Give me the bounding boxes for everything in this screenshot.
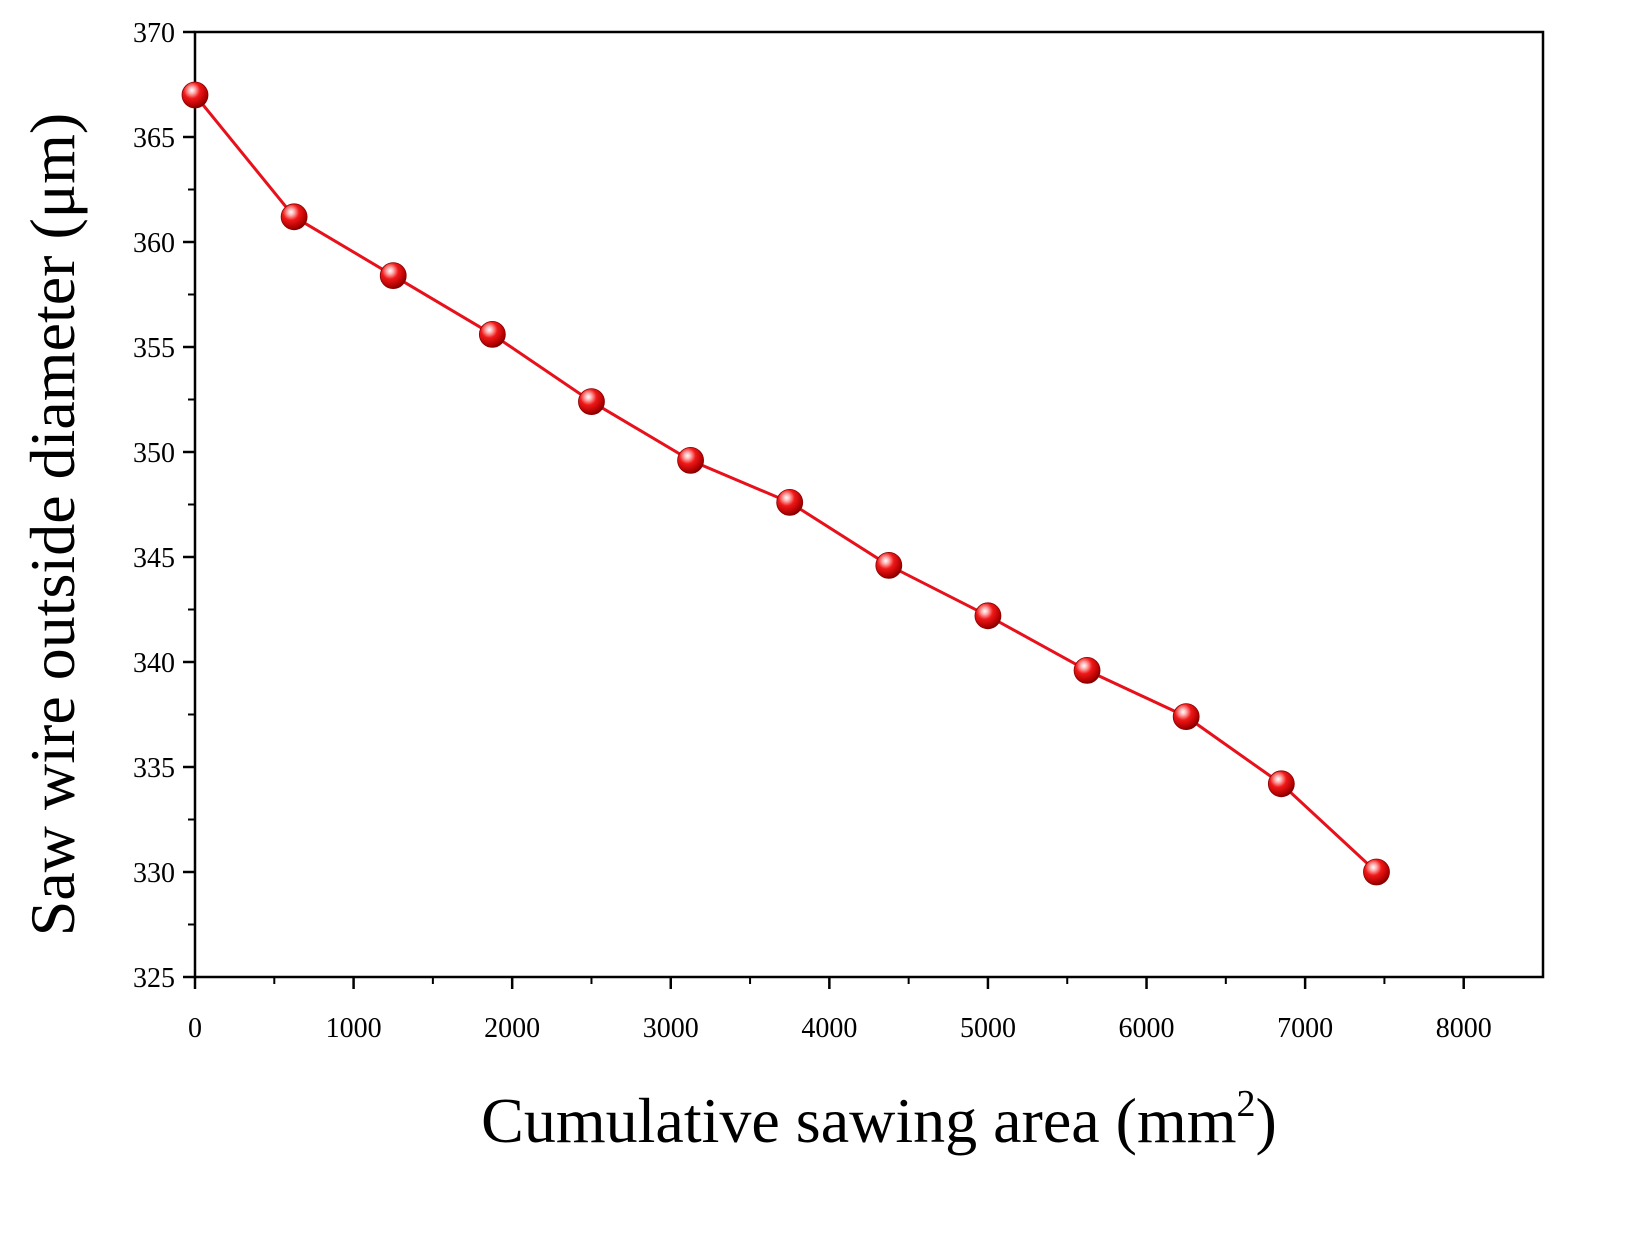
x-tick-label: 6000 [1119, 1013, 1175, 1044]
data-point [974, 602, 1002, 630]
y-tick-label: 335 [133, 753, 175, 784]
x-tick-label: 3000 [643, 1013, 699, 1044]
data-point [875, 552, 903, 579]
x-tick-label: 2000 [484, 1013, 540, 1044]
data-point [677, 446, 704, 474]
series [181, 81, 1390, 886]
x-tick-label: 8000 [1436, 1013, 1492, 1044]
y-tick-label: 355 [133, 333, 175, 364]
data-point [280, 203, 308, 231]
y-tick-label: 340 [133, 648, 175, 679]
data-point [478, 320, 506, 348]
x-tick-label: 1000 [326, 1013, 382, 1044]
y-tick-label: 345 [133, 543, 175, 574]
y-axis-title: Saw wire outside diameter (μm) [17, 113, 88, 936]
y-tick-label: 370 [133, 18, 175, 49]
y-tick-label: 325 [133, 963, 175, 994]
axes [193, 30, 1545, 979]
y-tick-label: 360 [133, 228, 175, 259]
x-tick-label: 5000 [960, 1013, 1016, 1044]
x-axis-title-text: Cumulative sawing area (mm [481, 1085, 1236, 1156]
x-axis-title-superscript: 2 [1237, 1083, 1256, 1125]
x-tick-label: 0 [188, 1013, 202, 1044]
y-tick-label: 365 [133, 123, 175, 154]
data-point [776, 488, 804, 516]
data-point [578, 388, 605, 416]
data-point [1073, 657, 1101, 684]
data-point [181, 81, 209, 109]
x-tick-label: 4000 [801, 1013, 857, 1044]
plot-frame [193, 30, 1545, 979]
x-tick-label: 7000 [1277, 1013, 1333, 1044]
y-tick-label: 350 [133, 438, 175, 469]
data-point [1267, 770, 1295, 798]
y-tick-label: 330 [133, 858, 175, 889]
ticks: 0 1000 2000 3000 4000 5000 6000 7000 8000 325 330 3… [133, 18, 1492, 1044]
data-point [1363, 858, 1390, 886]
x-axis-title-close: ) [1256, 1085, 1277, 1156]
axis-titles: Cumulative sawing area (mm2) Saw wire ou… [17, 113, 1277, 1156]
x-axis-title: Cumulative sawing area (mm2) [481, 1083, 1277, 1156]
series-line [193, 94, 1378, 874]
data-point [379, 262, 407, 290]
data-point [1172, 703, 1200, 730]
